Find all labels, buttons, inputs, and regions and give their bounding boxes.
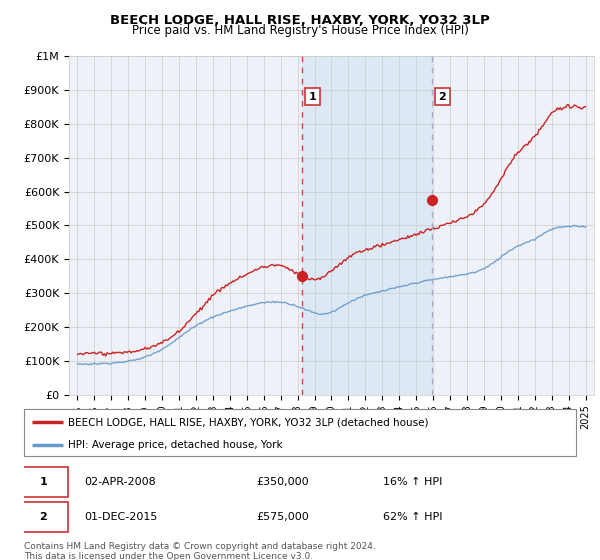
Text: 01-DEC-2015: 01-DEC-2015	[85, 512, 158, 522]
FancyBboxPatch shape	[19, 466, 68, 497]
Text: Contains HM Land Registry data © Crown copyright and database right 2024.
This d: Contains HM Land Registry data © Crown c…	[24, 542, 376, 560]
Text: 16% ↑ HPI: 16% ↑ HPI	[383, 477, 442, 487]
Text: 2: 2	[40, 512, 47, 522]
Text: 2: 2	[439, 92, 446, 102]
Text: HPI: Average price, detached house, York: HPI: Average price, detached house, York	[68, 440, 283, 450]
Text: £575,000: £575,000	[256, 512, 308, 522]
Text: BEECH LODGE, HALL RISE, HAXBY, YORK, YO32 3LP: BEECH LODGE, HALL RISE, HAXBY, YORK, YO3…	[110, 14, 490, 27]
FancyBboxPatch shape	[24, 409, 576, 456]
Text: 1: 1	[308, 92, 316, 102]
Text: BEECH LODGE, HALL RISE, HAXBY, YORK, YO32 3LP (detached house): BEECH LODGE, HALL RISE, HAXBY, YORK, YO3…	[68, 417, 428, 427]
Text: Price paid vs. HM Land Registry's House Price Index (HPI): Price paid vs. HM Land Registry's House …	[131, 24, 469, 37]
Bar	[302, 56, 432, 395]
Text: £350,000: £350,000	[256, 477, 308, 487]
FancyBboxPatch shape	[19, 502, 68, 533]
Text: 02-APR-2008: 02-APR-2008	[85, 477, 157, 487]
Text: 1: 1	[40, 477, 47, 487]
Text: 62% ↑ HPI: 62% ↑ HPI	[383, 512, 442, 522]
